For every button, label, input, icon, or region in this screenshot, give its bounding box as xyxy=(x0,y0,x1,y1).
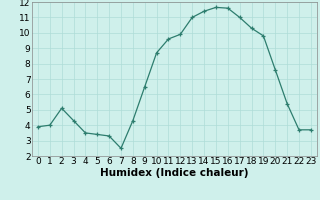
X-axis label: Humidex (Indice chaleur): Humidex (Indice chaleur) xyxy=(100,168,249,178)
